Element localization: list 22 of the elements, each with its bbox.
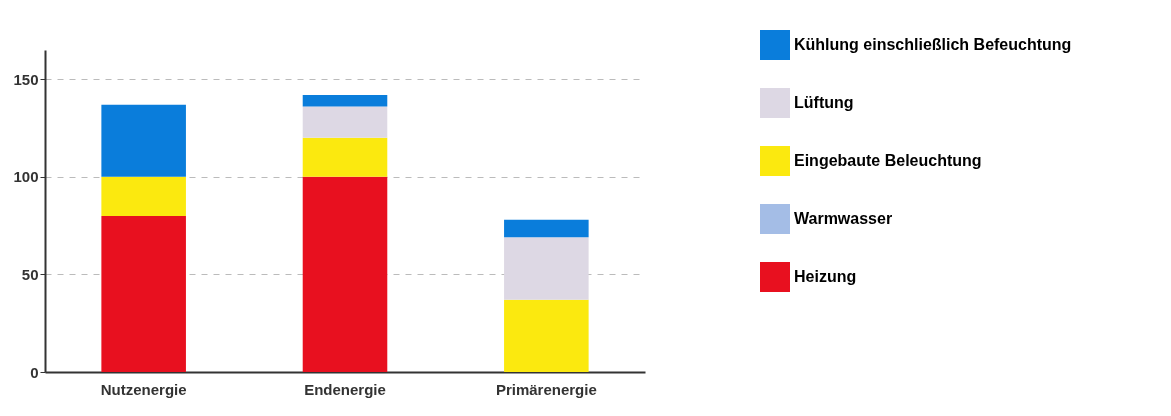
- x-tick-label: Endenergie: [304, 380, 386, 398]
- legend-label: Eingebaute Beleuchtung: [794, 152, 982, 169]
- legend-label: Lüftung: [794, 94, 854, 111]
- x-tick-label: Nutzenergie: [100, 380, 187, 398]
- bar: [101, 104, 186, 177]
- bar: [302, 137, 388, 177]
- legend-label: Heizung: [794, 268, 857, 285]
- bar: [302, 176, 388, 372]
- x-tick-label: Primärenergie: [495, 380, 597, 398]
- y-tick-label: 150: [13, 70, 39, 88]
- bar: [302, 94, 388, 107]
- bar: [504, 299, 589, 372]
- bar: [101, 215, 186, 372]
- y-tick-label: 0: [30, 363, 39, 381]
- bar: [504, 219, 589, 238]
- y-tick-label: 100: [13, 168, 39, 186]
- legend-label: Kühlung einschließlich Befeuchtung: [794, 36, 1072, 53]
- y-tick-label: 50: [21, 265, 39, 283]
- bar: [302, 106, 388, 138]
- bar: [101, 176, 186, 216]
- bar: [504, 237, 589, 300]
- legend-label: Warmwasser: [794, 210, 893, 227]
